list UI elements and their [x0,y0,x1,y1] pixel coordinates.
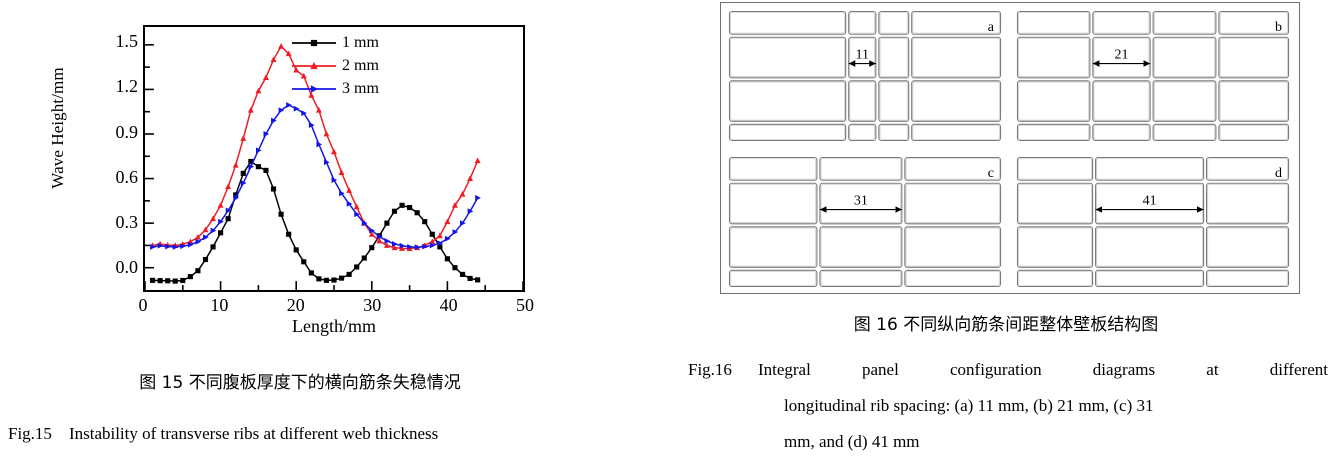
y-axis-title: Wave Height/mm [48,67,67,189]
x-tick-label: 0 [138,295,148,315]
figure-16: 11 a 21 b 31 c 41 d 图 16 不同纵向筋条间距整体壁板结构图 Fig.16… [680,0,1332,469]
panel-diagram-b[interactable]: 21 b [1010,4,1296,148]
figure-15-caption-text: Instability of transverse ribs at differ… [68,424,439,443]
plot-svg [145,43,523,290]
panel-diagram-d[interactable]: 41 d [1010,150,1296,294]
panel-label-a: a [988,20,995,35]
x-tick-label: 40 [439,295,458,315]
x-axis-tick-labels: 0 10 20 30 40 50 [0,296,680,324]
dimension-value-c: 31 [854,194,868,209]
chart-area: Wave Height/mm 0.0 0.3 0.6 0.9 1.2 1.5 1 mm 2 … [0,0,680,345]
legend-marker-icon [291,82,337,96]
panel-diagram-grid: 11 a 21 b 31 c 41 d [720,2,1300,294]
legend-label: 1 mm [342,33,379,51]
x-axis-title: Length/mm [292,316,376,336]
figure-16-caption-line-1: Integral panel configuration diagrams at diff… [758,352,1328,388]
y-tick-label: 0.3 [115,212,139,233]
caption-word: at [1206,360,1219,379]
y-tick-label: 0.6 [115,166,139,187]
dimension-value-a: 11 [856,48,869,63]
figure-15-caption-label: Fig.15 [8,424,52,443]
x-tick-label: 20 [286,295,305,315]
figure-16-caption-line-2: longitudinal rib spacing: (a) 11 mm, (b)… [784,396,1154,415]
figure-15-caption-chinese: 图 15 不同腹板厚度下的横向筋条失稳情况 [139,373,461,393]
figure-16-caption-chinese: 图 16 不同纵向筋条间距整体壁板结构图 [853,315,1159,335]
dimension-value-d: 41 [1143,194,1157,209]
figure-16-caption-english: Fig.16 Integral panel configuration diagram… [688,352,1328,460]
panel-diagram-a[interactable]: 11 a [722,4,1008,148]
plot-frame [143,25,525,292]
y-tick-label: 0.0 [115,257,139,278]
legend-label: 2 mm [342,56,379,74]
panel-label-d: d [1275,166,1282,181]
figure-15-caption-english: Fig.15 Instability of transverse ribs at… [8,424,680,444]
y-tick-label: 0.9 [115,121,139,142]
x-tick-label: 50 [516,295,534,315]
dimension-value-b: 21 [1114,48,1128,63]
caption-word: diagrams [1092,360,1156,379]
panel-diagram-c[interactable]: 31 c [722,150,1008,294]
panel-label-c: c [988,166,994,181]
legend-item[interactable]: 1 mm [291,33,403,52]
caption-word: Integral [757,360,811,379]
y-axis-tick-labels: 0.0 0.3 0.6 0.9 1.2 1.5 [88,0,139,300]
x-tick-label: 30 [363,295,382,315]
figure-16-caption-label: Fig.16 [688,360,732,379]
figure-16-caption-line-3: mm, and (d) 41 mm [784,432,920,451]
legend-marker-icon [291,59,337,73]
legend-label: 3 mm [342,79,379,97]
panel-label-b: b [1275,20,1282,35]
legend-item[interactable]: 2 mm [291,56,403,75]
x-tick-label: 10 [210,295,229,315]
y-tick-label: 1.5 [115,31,139,52]
legend-item[interactable]: 3 mm [291,79,403,98]
caption-word: configuration [950,360,1042,379]
legend-marker-icon [291,36,337,50]
y-tick-label: 1.2 [115,76,139,97]
figure-15: Wave Height/mm 0.0 0.3 0.6 0.9 1.2 1.5 1 mm 2 … [0,0,680,444]
chart-legend: 1 mm 2 mm 3 mm [291,33,403,102]
caption-word: different [1269,360,1328,379]
caption-word: panel [861,360,899,379]
